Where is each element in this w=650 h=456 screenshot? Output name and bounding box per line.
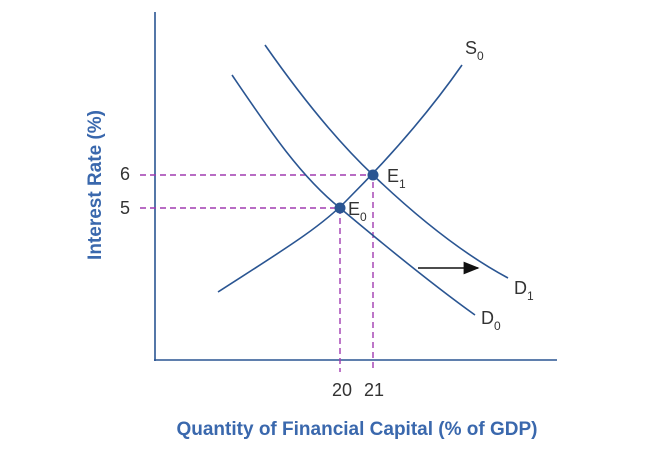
subscript: 1 (527, 289, 534, 303)
point-e1 (367, 169, 379, 181)
x-tick-label: 20 (332, 380, 352, 400)
subscript: 0 (494, 319, 501, 333)
y-axis-title: Interest Rate (%) (85, 110, 106, 260)
letter: D (514, 278, 527, 298)
curve-label: S0 (465, 38, 484, 63)
curve-label: D1 (514, 278, 534, 303)
letter: D (481, 308, 494, 328)
subscript: 0 (360, 210, 367, 224)
subscript: 1 (399, 177, 406, 191)
demand-curve-1 (264, 44, 509, 279)
supply-curve (217, 64, 463, 293)
y-tick-label: 5 (120, 198, 130, 218)
x-axis-title: Quantity of Financial Capital (% of GDP) (176, 419, 537, 440)
point-label: E0 (348, 199, 367, 224)
curve-label: D0 (481, 308, 501, 333)
x-tick-label: 21 (364, 380, 384, 400)
guide-e0 (140, 207, 341, 372)
y-tick-label: 6 (120, 164, 130, 184)
letter: E (387, 166, 399, 186)
letter: S (465, 38, 477, 58)
subscript: 0 (477, 49, 484, 63)
demand-curve-0 (231, 74, 476, 316)
point-e0 (334, 202, 346, 214)
point-label: E1 (387, 166, 406, 191)
letter: E (348, 199, 360, 219)
